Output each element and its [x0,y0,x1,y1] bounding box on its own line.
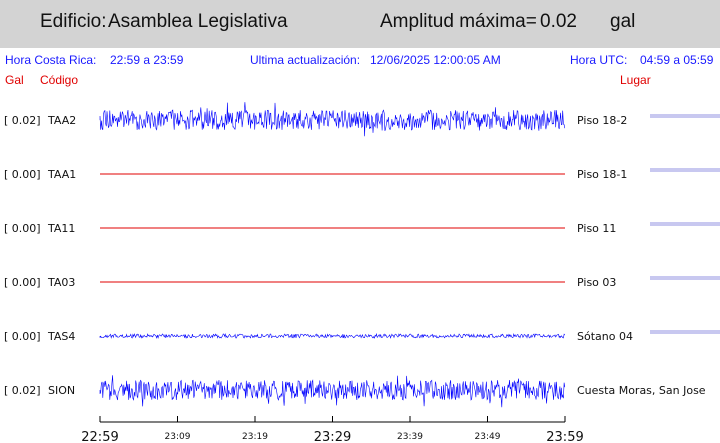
time-tick-label: 23:29 [314,430,351,443]
title-bar: Edificio: Asamblea Legislativa Amplitud … [0,0,720,48]
channel-trace [99,102,566,137]
channel-place: Piso 11 [577,222,616,235]
channel-code: SION [48,384,75,397]
last-update-value: 12/06/2025 12:00:05 AM [370,53,501,67]
channel-code: TAA2 [47,114,76,127]
code-column-header: Código [40,73,79,87]
channel-code: TA11 [47,222,75,235]
last-update-label: Ultima actualización: [250,53,361,67]
channel-peak-gal: [ 0.02] [4,114,41,127]
channel-trace [99,375,566,408]
channel-code: TA03 [47,276,75,289]
local-time-label: Hora Costa Rica: [5,53,97,67]
channel-place: Sótano 04 [577,330,633,343]
time-tick-label: 23:59 [546,430,583,443]
channel-peak-gal: [ 0.02] [4,384,41,397]
channel-place: Piso 03 [577,276,616,289]
time-tick-label: 23:19 [242,432,268,442]
amplitude-unit: gal [610,11,636,32]
channel-trace [99,332,566,340]
building-name: Asamblea Legislativa [108,11,288,32]
time-tick-label: 23:39 [397,432,423,442]
channel-code: TAA1 [47,168,76,181]
amplitude-label: Amplitud máxima= [380,11,537,32]
channel-peak-gal: [ 0.00] [4,276,41,289]
amplitude-value: 0.02 [540,11,577,32]
utc-time-range: 04:59 a 05:59 [640,53,714,67]
channel-place: Piso 18-1 [577,168,627,181]
channel-peak-gal: [ 0.00] [4,330,41,343]
gal-column-header: Gal [5,73,24,87]
channel-place: Cuesta Moras, San Jose [577,384,706,397]
local-time-range: 22:59 a 23:59 [110,53,184,67]
place-column-header: Lugar [620,73,651,87]
channel-code: TAS4 [47,330,75,343]
time-tick-label: 22:59 [81,430,118,443]
time-tick-label: 23:09 [165,432,191,442]
utc-time-label: Hora UTC: [570,53,628,67]
time-tick-label: 23:49 [475,432,501,442]
channel-peak-gal: [ 0.00] [4,168,41,181]
channel-place: Piso 18-2 [577,114,627,127]
channel-peak-gal: [ 0.00] [4,222,41,235]
building-prefix: Edificio: [40,11,107,32]
